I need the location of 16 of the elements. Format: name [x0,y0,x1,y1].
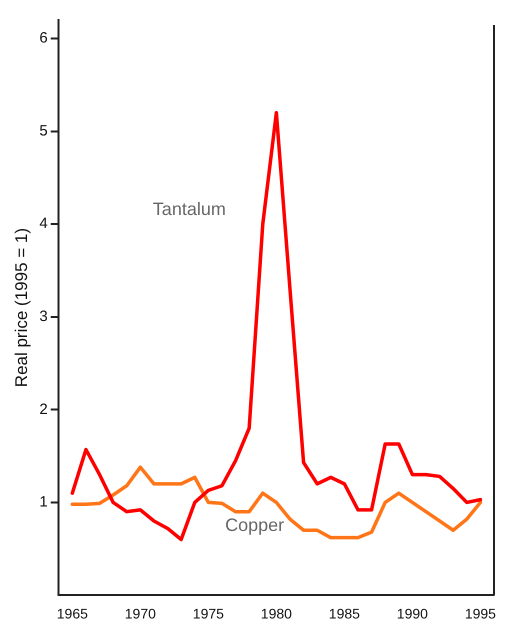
y-tick-label: 3 [39,308,48,326]
x-tick-label: 1970 [124,605,156,622]
series-label: Copper [225,515,284,536]
x-tick-label: 1985 [328,605,360,622]
text: Tantalum [152,198,226,219]
x-tick-label: 1980 [260,605,292,622]
y-tick-label: 4 [39,215,48,232]
y-axis-title: Real price (1995 = 1) [12,228,31,388]
y-tick-label: 2 [39,400,48,418]
x-tick-label: 1990 [396,605,428,622]
y-tick-label: 1 [39,494,48,511]
x-tick-label: 1965 [56,605,88,622]
x-tick-label: 1975 [192,605,224,622]
y-tick-label: 5 [39,122,48,140]
x-tick-label: 1995 [464,605,496,622]
y-tick-label: 6 [39,30,48,47]
